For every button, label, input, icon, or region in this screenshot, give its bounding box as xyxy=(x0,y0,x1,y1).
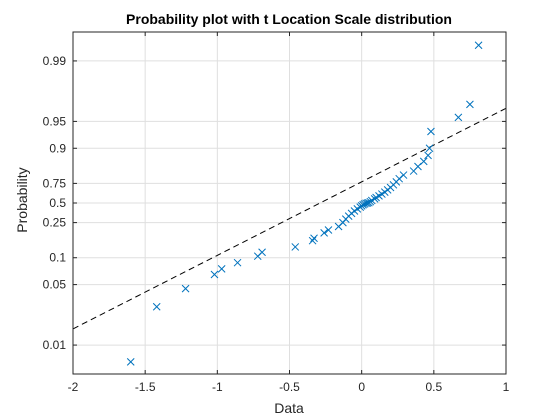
data-point-marker xyxy=(324,226,333,234)
y-axis-label: Probability xyxy=(14,167,30,232)
data-point-marker xyxy=(258,248,266,257)
y-tick-label: 0.99 xyxy=(43,54,67,68)
marker-stroke xyxy=(425,144,434,153)
data-point-marker xyxy=(474,41,483,50)
data-point-marker xyxy=(233,258,242,267)
data-point-marker xyxy=(181,284,190,293)
data-point-marker xyxy=(466,100,474,109)
marker-stroke xyxy=(324,226,333,234)
chart-title: Probability plot with t Location Scale d… xyxy=(126,11,452,27)
data-point-marker xyxy=(362,199,370,208)
x-tick-label: -1 xyxy=(212,380,223,394)
y-tick-label: 0.5 xyxy=(49,196,66,210)
data-point-marker xyxy=(395,174,404,183)
data-point-marker xyxy=(454,113,463,122)
x-tick-label: 0 xyxy=(358,380,365,394)
y-tick-label: 0.01 xyxy=(43,338,67,352)
x-tick-label: -0.5 xyxy=(279,380,300,394)
marker-stroke xyxy=(217,265,226,273)
y-tick-label: 0.9 xyxy=(49,141,66,155)
data-point-marker xyxy=(419,157,428,166)
x-tick-label: 0.5 xyxy=(425,380,442,394)
data-point-marker xyxy=(320,229,328,237)
reference-line-layer xyxy=(72,107,507,330)
axis-ticks: -2 -1.5 -1 -0.5 0 0.5 1 0.01 0.05 0.1 0.25 0.5 0.75 0… xyxy=(43,32,510,394)
data-markers xyxy=(126,41,483,366)
data-point-marker xyxy=(360,200,369,208)
data-point-marker xyxy=(425,144,434,153)
data-point-marker xyxy=(217,265,226,273)
reference-line xyxy=(72,107,507,330)
x-tick-label: 1 xyxy=(503,380,510,394)
data-point-marker xyxy=(291,243,300,251)
marker-stroke xyxy=(399,171,408,179)
marker-stroke xyxy=(466,100,474,109)
marker-stroke xyxy=(424,151,432,160)
marker-stroke xyxy=(419,157,428,166)
marker-stroke xyxy=(126,358,135,366)
marker-stroke xyxy=(474,41,483,50)
marker-stroke xyxy=(291,243,300,251)
marker-stroke xyxy=(233,258,242,267)
marker-stroke xyxy=(395,174,404,183)
y-tick-label: 0.75 xyxy=(43,176,67,190)
x-tick-label: -1.5 xyxy=(135,380,156,394)
y-tick-label: 0.95 xyxy=(43,114,67,128)
data-point-marker xyxy=(210,270,219,279)
x-tick-label: -2 xyxy=(68,380,79,394)
marker-stroke xyxy=(310,234,318,243)
data-point-marker xyxy=(126,358,135,366)
y-tick-label: 0.1 xyxy=(49,251,66,265)
marker-stroke xyxy=(427,127,435,136)
data-point-marker xyxy=(152,302,161,311)
marker-stroke xyxy=(360,200,369,208)
marker-stroke xyxy=(258,248,266,257)
marker-stroke xyxy=(152,302,161,311)
marker-stroke xyxy=(210,270,219,279)
data-point-marker xyxy=(308,236,317,245)
x-axis-label: Data xyxy=(274,400,304,416)
axes-box xyxy=(72,31,507,375)
data-point-marker xyxy=(399,171,408,179)
marker-stroke xyxy=(362,199,370,208)
data-point-marker xyxy=(310,234,318,243)
marker-stroke xyxy=(308,236,317,245)
y-tick-label: 0.05 xyxy=(43,278,67,292)
y-tick-label: 0.25 xyxy=(43,216,67,230)
marker-stroke xyxy=(454,113,463,122)
marker-stroke xyxy=(320,229,328,237)
data-point-marker xyxy=(424,151,432,160)
data-point-marker xyxy=(427,127,435,136)
marker-stroke xyxy=(181,284,190,293)
